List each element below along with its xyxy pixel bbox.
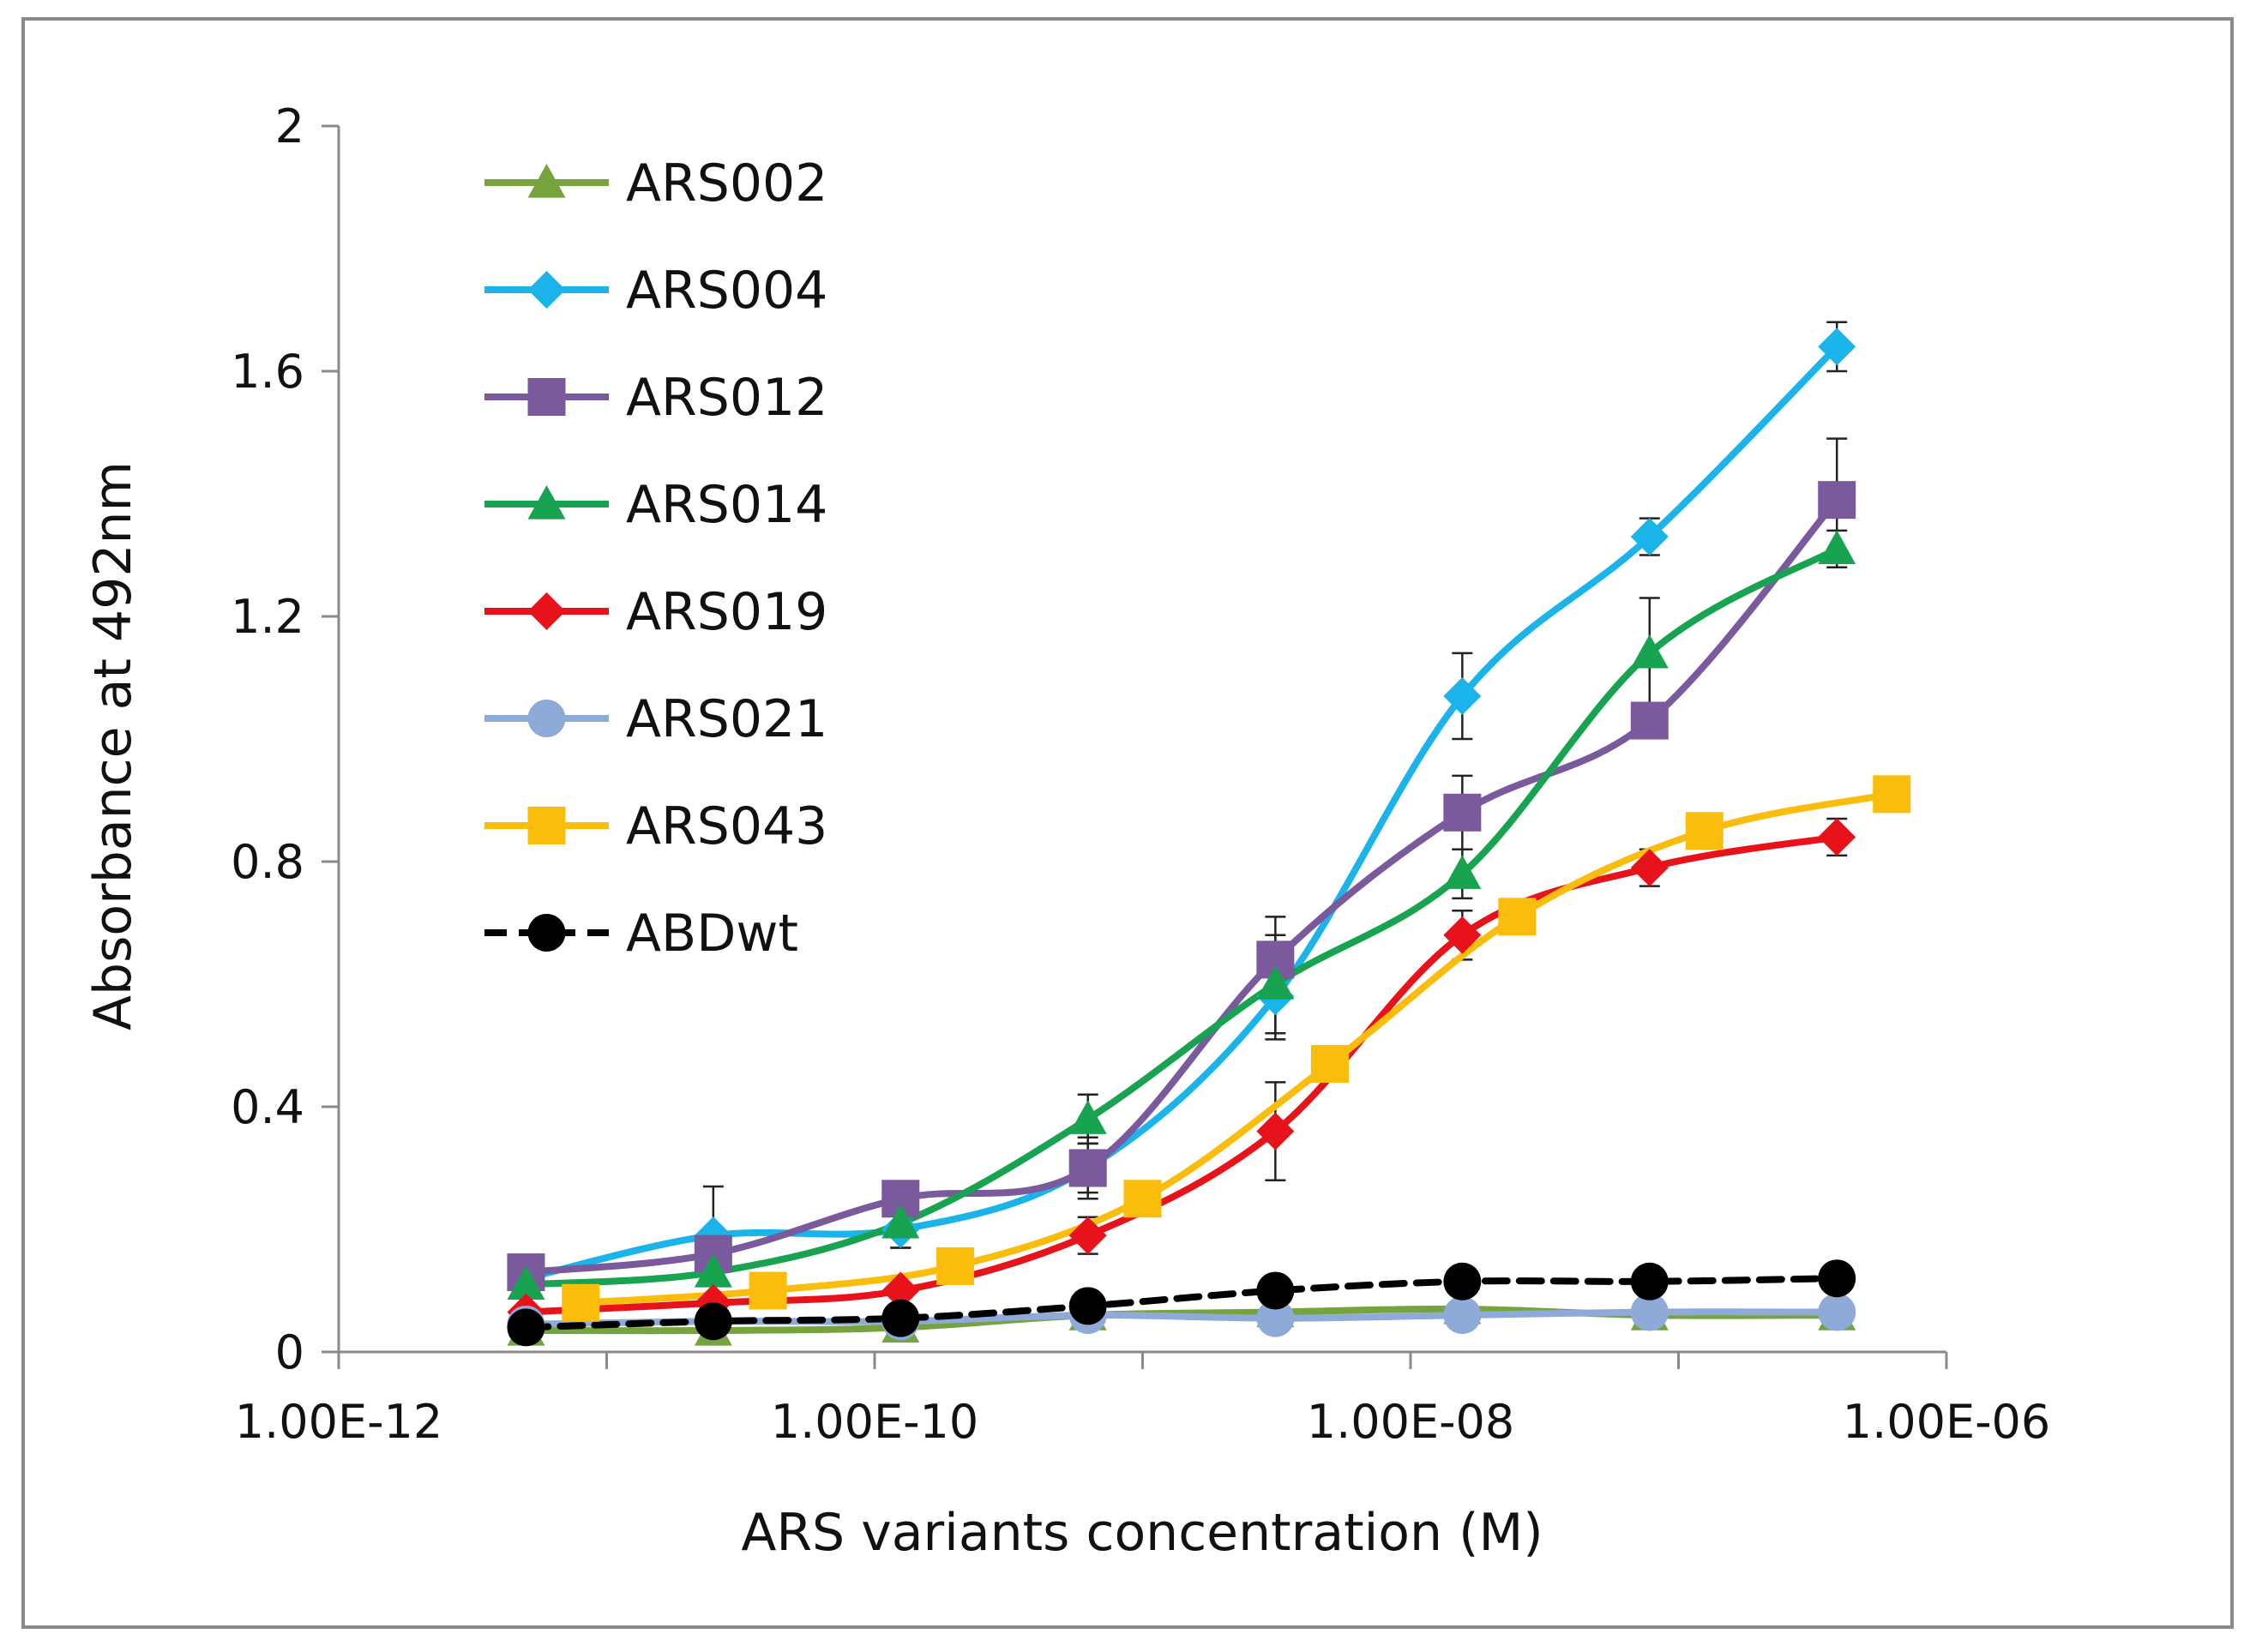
data-point-ars004 xyxy=(1818,327,1856,366)
data-point-abdwt xyxy=(507,1308,545,1347)
data-point-ars043 xyxy=(1310,1044,1349,1083)
series-line-abdwt xyxy=(522,1275,1841,1331)
legend-label-ars043: ARS043 xyxy=(626,796,827,856)
legend-marker-ars043 xyxy=(527,807,566,844)
data-point-ars043 xyxy=(1498,898,1537,936)
data-point-ars014 xyxy=(1256,965,1295,1000)
series-markers xyxy=(507,327,1911,1347)
x-tick-label: 1.00E-12 xyxy=(235,1395,443,1449)
y-axis-label: Absorbance at 492nm xyxy=(83,461,143,1030)
series-line-ars014 xyxy=(522,545,1841,1289)
legend: ARS002 ARS004 ARS012 ARS014 ARS019 ARS021 ARS0… xyxy=(484,153,827,964)
y-tick-label: 2 xyxy=(275,99,304,153)
data-point-ars019 xyxy=(1818,818,1856,856)
legend-marker-ars004 xyxy=(527,271,566,309)
x-tick-label: 1.00E-10 xyxy=(771,1395,979,1449)
y-tick-label: 1.2 xyxy=(231,590,304,644)
data-point-ars012 xyxy=(1443,793,1482,832)
data-point-ars043 xyxy=(1123,1180,1162,1218)
data-point-ars019 xyxy=(1630,849,1669,887)
data-point-ars014 xyxy=(1818,530,1856,564)
data-point-ars021 xyxy=(1630,1293,1669,1331)
data-point-ars043 xyxy=(562,1283,600,1322)
legend-marker-ars019 xyxy=(527,592,566,630)
data-point-ars021 xyxy=(1818,1293,1856,1331)
data-point-abdwt xyxy=(1443,1262,1482,1301)
legend-label-ars019: ARS019 xyxy=(626,582,827,642)
data-point-abdwt xyxy=(881,1299,920,1337)
data-point-ars012 xyxy=(1818,481,1856,520)
data-point-ars019 xyxy=(1068,1216,1107,1255)
data-point-ars019 xyxy=(1443,916,1482,954)
y-tick-label: 0.8 xyxy=(231,835,304,889)
legend-marker-ars014 xyxy=(527,485,566,520)
chart-frame xyxy=(21,17,2234,1629)
axes xyxy=(322,124,1948,1369)
data-point-abdwt xyxy=(1068,1287,1107,1325)
data-point-ars043 xyxy=(1873,775,1911,814)
legend-marker-ars012 xyxy=(527,378,566,416)
data-point-ars043 xyxy=(749,1271,787,1310)
data-point-ars012 xyxy=(1630,701,1669,740)
legend-label-ars012: ARS012 xyxy=(626,368,827,428)
tick-labels: 0 0.4 0.8 1.2 1.6 2 1.00E-12 1.00E-10 1.00E-08 1.… xyxy=(231,99,2050,1449)
legend-label-ars021: ARS021 xyxy=(626,689,827,749)
data-point-ars019 xyxy=(1256,1112,1295,1150)
data-point-ars014 xyxy=(881,1204,920,1239)
data-point-ars004 xyxy=(1630,518,1669,556)
data-point-abdwt xyxy=(1818,1259,1856,1298)
y-tick-label: 1.6 xyxy=(231,345,304,399)
data-point-abdwt xyxy=(694,1302,732,1341)
data-point-ars014 xyxy=(694,1253,732,1288)
y-tick-label: 0 xyxy=(275,1325,304,1379)
data-point-ars014 xyxy=(507,1265,545,1300)
data-point-ars014 xyxy=(1443,855,1482,889)
legend-label-ars002: ARS002 xyxy=(626,153,827,213)
data-point-ars043 xyxy=(936,1247,975,1285)
data-point-ars012 xyxy=(1068,1149,1107,1187)
data-point-abdwt xyxy=(1256,1271,1295,1310)
data-point-ars021 xyxy=(1443,1296,1482,1335)
legend-label-ars004: ARS004 xyxy=(626,261,827,321)
x-tick-label: 1.00E-06 xyxy=(1843,1395,2051,1449)
series-line-ars019 xyxy=(522,833,1841,1316)
data-point-abdwt xyxy=(1630,1262,1669,1301)
data-point-ars004 xyxy=(1443,676,1482,715)
data-point-ars019 xyxy=(881,1271,920,1310)
legend-label-abdwt: ABDwt xyxy=(626,904,798,964)
data-point-ars043 xyxy=(1685,812,1724,850)
data-point-ars014 xyxy=(1068,1100,1107,1134)
series-line-ars043 xyxy=(577,790,1896,1307)
data-point-ars021 xyxy=(1256,1299,1295,1337)
legend-marker-ars021 xyxy=(527,700,566,737)
legend-marker-ars002 xyxy=(527,164,566,198)
y-tick-label: 0.4 xyxy=(231,1080,304,1134)
x-axis-label: ARS variants concentration (M) xyxy=(741,1503,1543,1563)
series-line-ars004 xyxy=(522,343,1841,1283)
legend-marker-abdwt xyxy=(527,914,566,952)
x-tick-label: 1.00E-08 xyxy=(1307,1395,1515,1449)
legend-label-ars014: ARS014 xyxy=(626,475,827,535)
data-point-ars014 xyxy=(1630,634,1669,669)
